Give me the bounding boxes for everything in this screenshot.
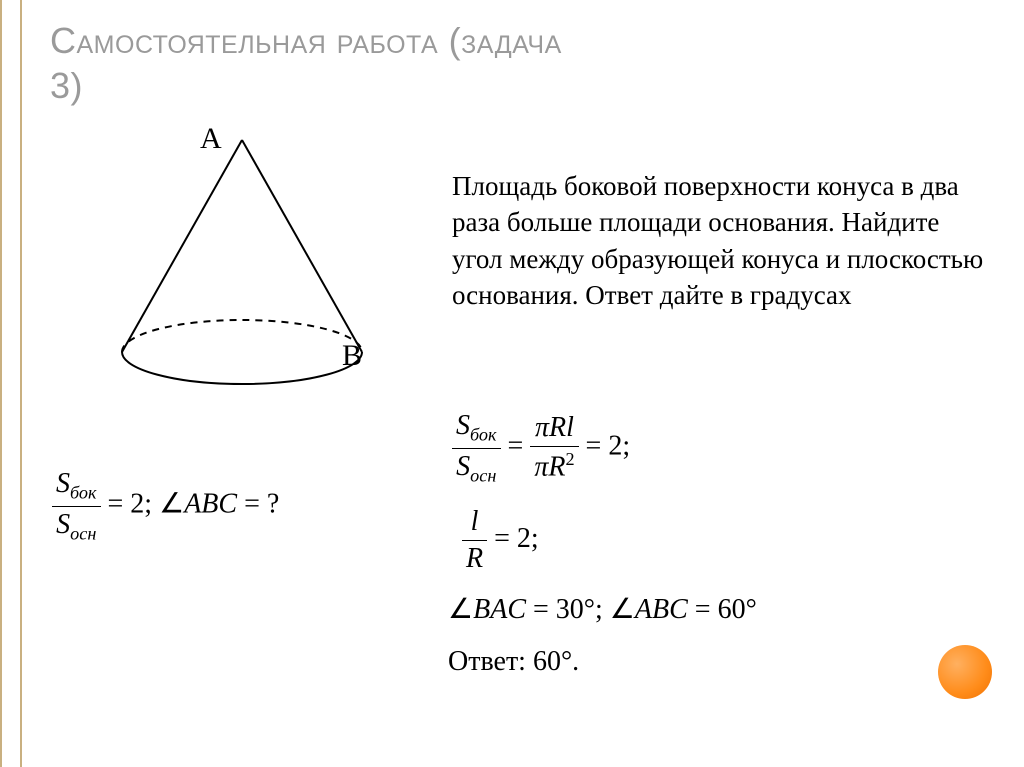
fraction-denominator: R [462, 541, 487, 575]
solution-step-2: l R = 2; [462, 506, 539, 575]
pi: π [535, 412, 549, 443]
given-ratio-equation: Sбок Sосн = 2; ∠ABC = ? [52, 468, 279, 544]
pi: π [534, 452, 548, 483]
cone-base-front [122, 352, 362, 384]
vertex-label-a: A [200, 122, 222, 156]
bac-val: = 30°; [526, 594, 610, 625]
sym-s: S [56, 509, 70, 540]
angle-sym: ∠ [448, 594, 473, 625]
fraction-denominator: πR2 [530, 447, 578, 483]
vertex-label-b: B [342, 339, 362, 373]
solution-step-3: ∠BAC = 30°; ∠ABC = 60° [448, 592, 757, 626]
eq-2-text: = 2; ∠ [108, 489, 185, 520]
sub-bok: бок [470, 425, 497, 445]
sym-s: S [56, 468, 70, 499]
fraction: l R [462, 506, 487, 575]
slide: Самостоятельная работа (задача 3) A B Пл… [0, 0, 1024, 767]
bac: BAC [473, 594, 526, 625]
sub-osn: осн [470, 465, 496, 485]
fraction-rhs: πRl πR2 [530, 412, 578, 483]
solution-step-1: Sбок Sосн = πRl πR2 = 2; [452, 410, 630, 486]
fraction-denominator: Sосн [452, 449, 501, 487]
qmark: = ? [237, 489, 279, 520]
r: R [548, 452, 565, 483]
answer-text: Ответ: 60°. [448, 646, 579, 677]
angle-sym: ∠ [610, 594, 635, 625]
abc: ABC [635, 594, 688, 625]
fraction-numerator: Sбок [452, 410, 501, 449]
sub-osn: осн [70, 523, 96, 543]
sup-2: 2 [565, 449, 574, 469]
fraction-numerator: Sбок [52, 468, 101, 507]
fraction-numerator: l [462, 506, 487, 541]
problem-statement: Площадь боковой поверхности конуса в два… [452, 168, 992, 314]
rl: Rl [549, 412, 574, 443]
abc: ABC [184, 489, 237, 520]
fraction-numerator: πRl [530, 412, 578, 447]
fraction-lhs: Sбок Sосн [452, 410, 501, 486]
fraction-denominator: Sосн [52, 507, 101, 545]
tail: = 2; [586, 431, 631, 462]
equals: = [508, 431, 531, 462]
sym-s: S [456, 451, 470, 482]
sub-bok: бок [70, 483, 97, 503]
decorative-dot [938, 645, 992, 699]
fraction: Sбок Sосн [52, 468, 101, 544]
abc-val: = 60° [688, 594, 757, 625]
tail: = 2; [494, 523, 539, 554]
answer-line: Ответ: 60°. [448, 646, 579, 678]
accent-line [20, 0, 22, 767]
slide-title: Самостоятельная работа (задача 3) [50, 18, 562, 108]
title-line-2: 3) [50, 65, 83, 106]
cone-base-back [122, 320, 362, 352]
sym-s: S [456, 410, 470, 441]
cone-left-edge [122, 140, 242, 352]
title-line-1: Самостоятельная работа (задача [50, 20, 562, 61]
